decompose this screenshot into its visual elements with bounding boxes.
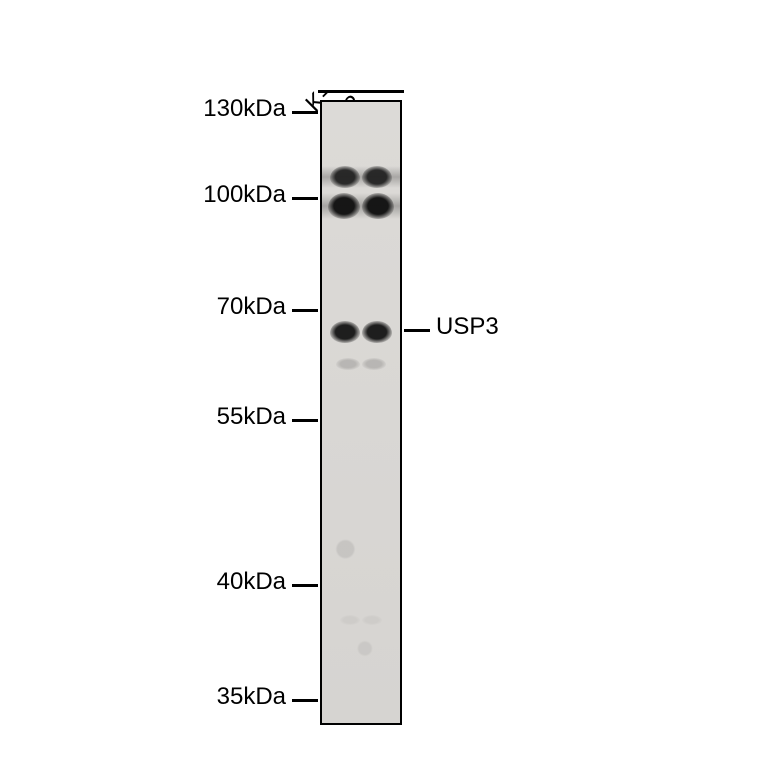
target-annotation-tick [404,329,430,332]
band-blob [362,166,392,188]
mw-tick [292,309,318,312]
mw-tick [292,111,318,114]
target-annotation-text: USP3 [436,313,499,340]
band-blob [362,321,392,343]
mw-tick [292,197,318,200]
mw-tick [292,419,318,422]
target-annotation-label: USP3 [436,313,499,341]
band-blob [330,321,360,343]
mw-label: 40kDa [0,568,286,596]
band-upper-doublet-top [322,166,400,188]
band-usp3-main [322,321,400,343]
band-upper-doublet-bottom [322,193,400,219]
mw-tick [292,699,318,702]
band-very-faint-low [322,615,400,625]
mw-label: 35kDa [0,683,286,711]
band-blob [336,358,360,370]
band-blob [340,615,360,625]
mw-label: 130kDa [0,95,286,123]
band-blob [362,615,382,625]
band-blob [330,166,360,188]
band-blob [362,358,386,370]
mw-tick [292,584,318,587]
blot-lane-strip [320,100,402,725]
lane-label-underline [318,90,404,93]
mw-label: 100kDa [0,181,286,209]
band-blob [362,193,394,219]
band-blob [328,193,360,219]
band-faint-below-usp3 [322,358,400,370]
mw-label: 70kDa [0,293,286,321]
mw-label: 55kDa [0,403,286,431]
